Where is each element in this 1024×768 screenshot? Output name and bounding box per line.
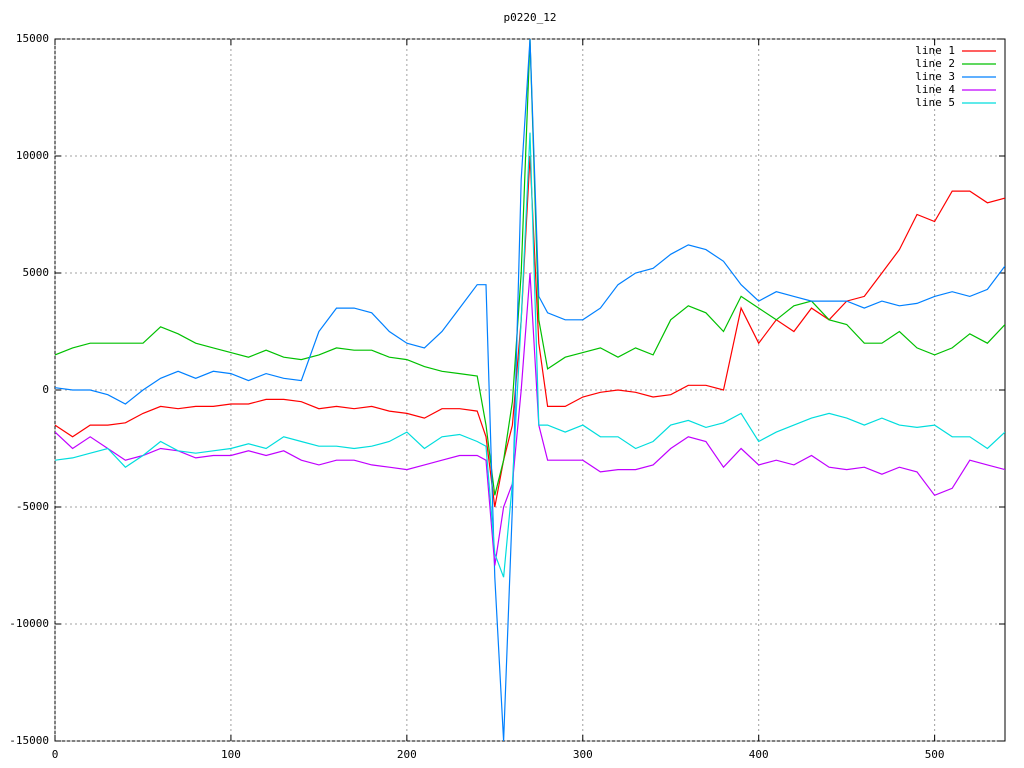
y-tick-label: 0 <box>42 383 49 396</box>
legend-label: line 3 <box>915 70 955 83</box>
data-line <box>55 272 1005 566</box>
x-tick-label: 200 <box>397 748 417 761</box>
y-tick-label: -10000 <box>9 617 49 630</box>
legend-label: line 4 <box>915 83 955 96</box>
legend-label: line 5 <box>915 96 955 109</box>
legend-label: line 2 <box>915 57 955 70</box>
y-tick-label: 10000 <box>16 149 49 162</box>
y-tick-label: -5000 <box>16 500 49 513</box>
data-line <box>55 155 1005 508</box>
x-tick-label: 0 <box>52 748 59 761</box>
x-tick-label: 300 <box>573 748 593 761</box>
y-tick-label: 15000 <box>16 32 49 45</box>
y-tick-label: 5000 <box>23 266 50 279</box>
data-line <box>55 132 1005 578</box>
data-line <box>55 39 1005 741</box>
x-tick-label: 400 <box>749 748 769 761</box>
chart-title: p0220_12 <box>504 11 557 24</box>
x-tick-label: 500 <box>925 748 945 761</box>
data-line <box>55 39 1005 496</box>
legend-label: line 1 <box>915 44 955 57</box>
x-tick-label: 100 <box>221 748 241 761</box>
y-tick-label: -15000 <box>9 734 49 747</box>
